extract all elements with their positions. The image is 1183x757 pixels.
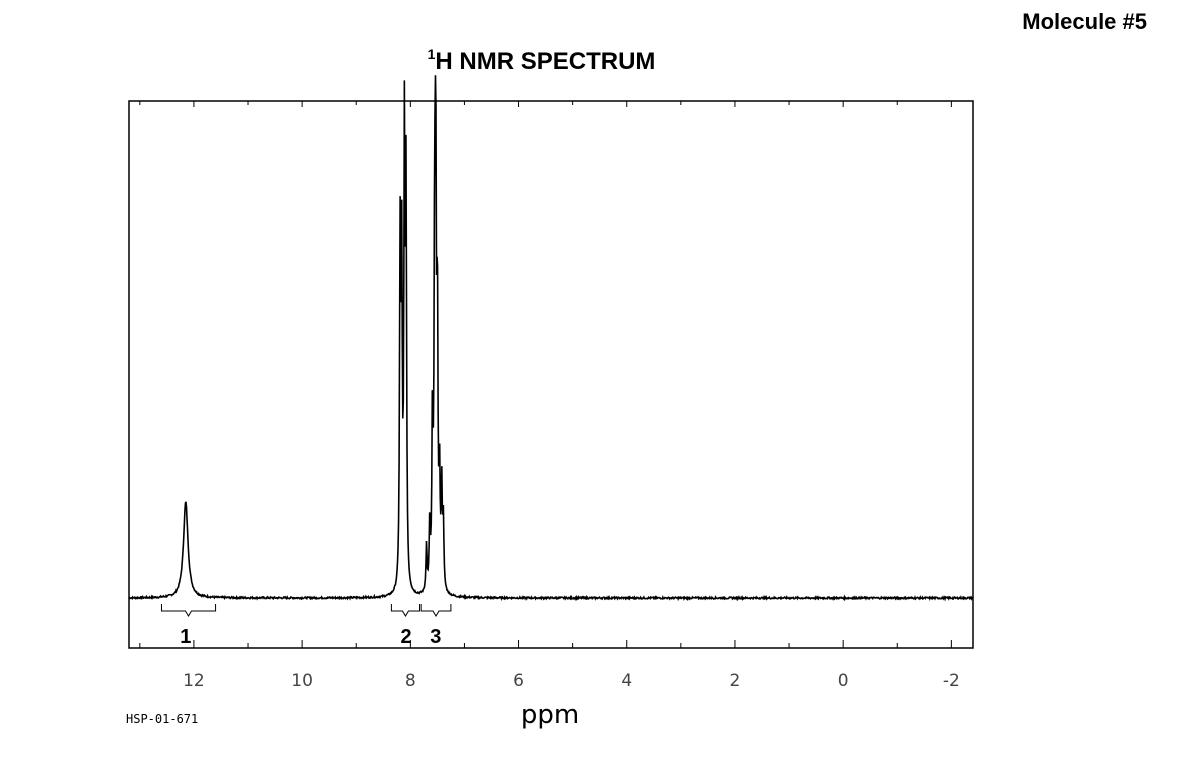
x-tick-label: -2 [943,671,960,691]
plot-frame [128,100,974,649]
x-tick-label: 0 [838,671,849,691]
x-tick-label: 10 [291,671,313,691]
spectrum-trace [128,75,974,602]
integration-bracket [420,604,452,617]
integration-bracket [390,604,421,617]
x-tick-label: 2 [730,671,741,691]
x-tick-label: 4 [621,671,632,691]
x-tick-label: 8 [405,671,416,691]
integration-label: 3 [430,626,441,648]
chart-title-superscript: 1 [427,46,436,62]
integration-bracket [160,604,217,617]
x-axis: 12 10 8 6 4 2 0 -2 [139,101,960,691]
x-tick-label: 6 [513,671,524,691]
integration-label: 2 [400,626,411,648]
x-tick-label: 12 [183,671,205,691]
chart-title: 1H NMR SPECTRUM [0,46,1083,76]
x-axis-label: ppm [520,700,580,730]
sample-id: HSP-01-671 [126,712,199,726]
integration-label: 1 [180,626,191,648]
chart-title-text: H NMR SPECTRUM [435,48,656,75]
molecule-label: Molecule #5 [1022,9,1147,34]
